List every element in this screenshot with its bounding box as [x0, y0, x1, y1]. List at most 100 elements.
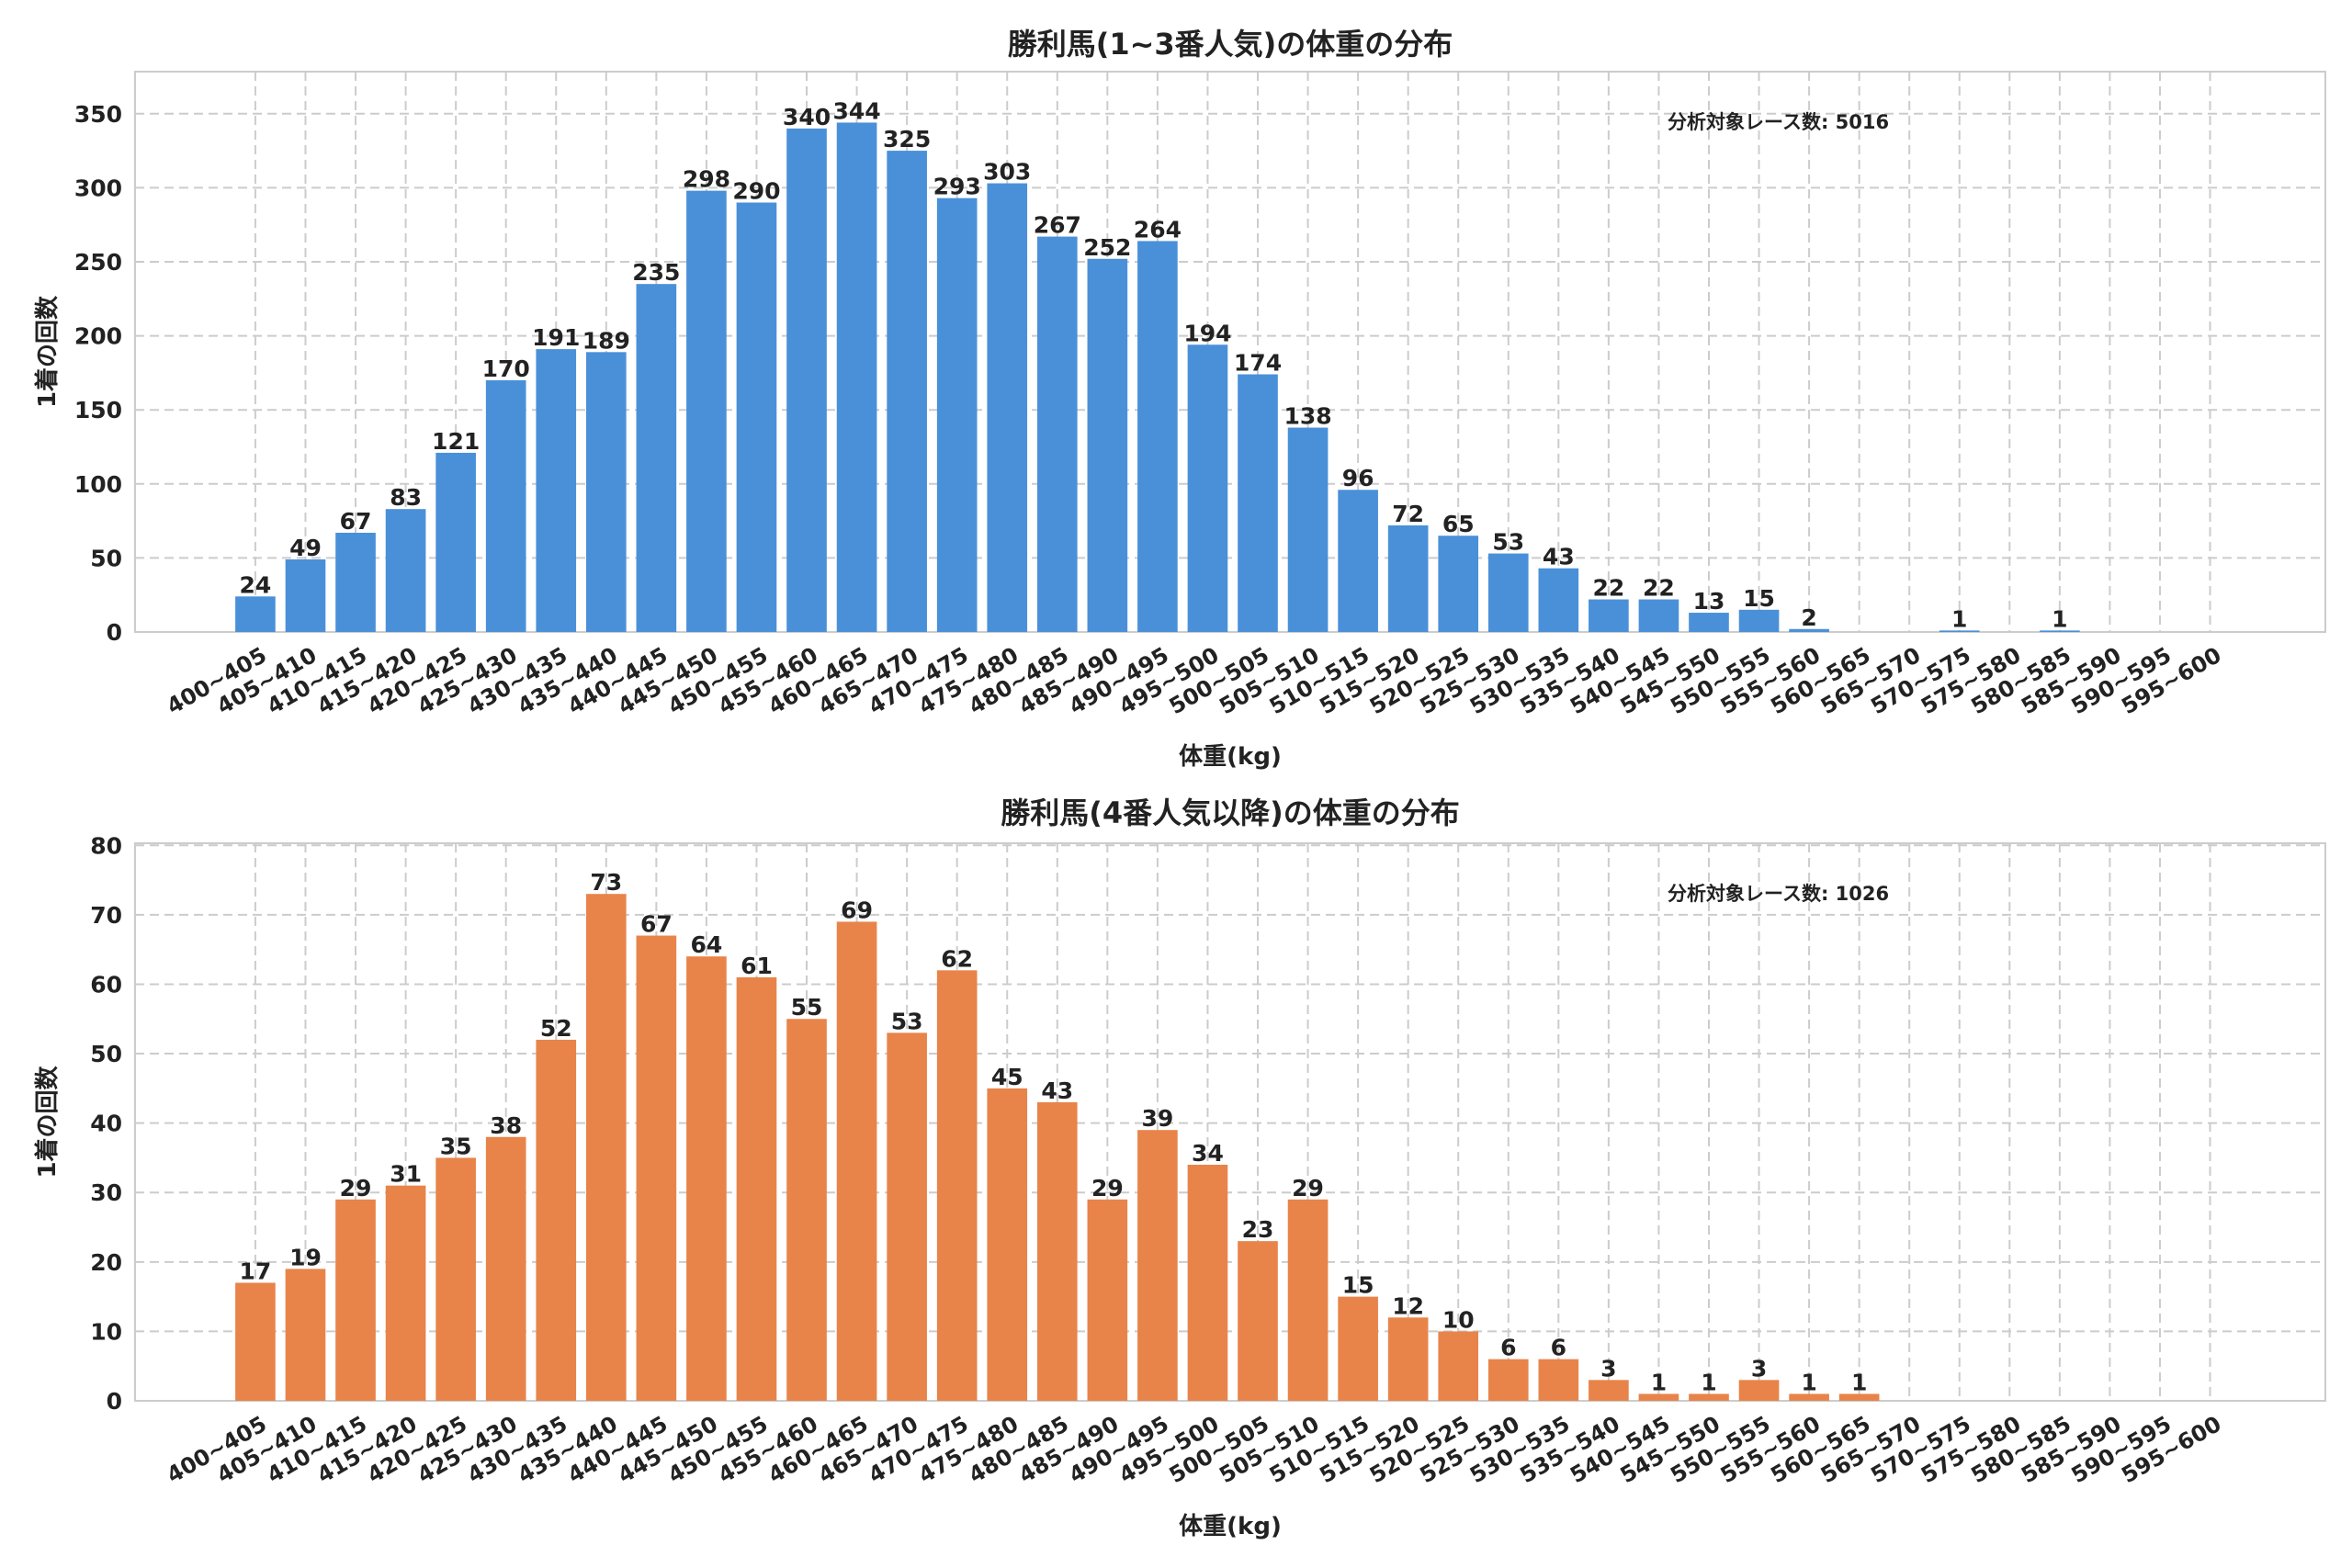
bar — [786, 1019, 827, 1401]
bar-value-label: 2 — [1801, 604, 1816, 631]
bar-value-label: 45 — [991, 1064, 1023, 1090]
bar — [235, 596, 276, 632]
y-tick-label: 150 — [74, 397, 122, 423]
bar-value-label: 67 — [340, 508, 372, 535]
bar — [335, 532, 376, 632]
y-tick-label: 300 — [74, 175, 122, 201]
bar — [1187, 1164, 1228, 1401]
y-tick-label: 200 — [74, 323, 122, 350]
bar-value-label: 138 — [1283, 403, 1331, 430]
bar — [636, 284, 677, 632]
bar — [2040, 630, 2080, 632]
bar — [836, 122, 877, 633]
bar-value-label: 53 — [891, 1008, 923, 1034]
bar — [1238, 374, 1278, 632]
bar-value-label: 10 — [1442, 1306, 1475, 1333]
bar — [1789, 628, 1829, 632]
bar-value-label: 53 — [1492, 529, 1524, 556]
bar — [1238, 1241, 1278, 1401]
bar — [1137, 241, 1178, 632]
bar-value-label: 35 — [440, 1133, 472, 1159]
bar-value-label: 340 — [783, 104, 831, 130]
bar — [536, 1039, 577, 1401]
bar — [987, 1088, 1028, 1401]
bar-value-label: 1 — [1701, 1369, 1716, 1395]
bar — [686, 190, 727, 632]
chart-title: 勝利馬(4番人気以降)の体重の分布 — [1001, 795, 1460, 830]
y-axis-label: 1着の回数 — [33, 295, 62, 408]
bar-value-label: 3 — [1600, 1355, 1616, 1382]
bar — [585, 352, 627, 632]
bar — [1087, 258, 1128, 632]
bar-value-label: 1 — [1801, 1369, 1816, 1395]
bar-value-label: 194 — [1183, 320, 1231, 346]
bar — [1487, 1359, 1529, 1401]
plot-frame — [134, 842, 2326, 1402]
bar — [1438, 536, 1479, 632]
bar-value-label: 96 — [1342, 465, 1374, 491]
x-axis-label: 体重(kg) — [1179, 1513, 1282, 1540]
y-tick-label: 350 — [74, 101, 122, 128]
bar-value-label: 344 — [832, 97, 880, 124]
bar-value-label: 43 — [1041, 1077, 1073, 1104]
bar-value-label: 1 — [1951, 605, 1967, 632]
bar-value-label: 121 — [432, 428, 480, 455]
bar-value-label: 264 — [1134, 216, 1182, 243]
bar-value-label: 252 — [1083, 234, 1131, 261]
bar-value-label: 22 — [1592, 575, 1624, 602]
bar — [435, 1157, 476, 1401]
analysis-count-annotation: 分析対象レース数: 5016 — [1668, 111, 1889, 133]
bar — [987, 183, 1028, 632]
bar — [585, 894, 627, 1401]
bar — [736, 976, 777, 1401]
bar-value-label: 3 — [1751, 1355, 1767, 1382]
y-tick-label: 10 — [90, 1318, 122, 1345]
bar-value-label: 12 — [1392, 1292, 1424, 1319]
bar-value-label: 67 — [640, 911, 673, 938]
bar — [1538, 568, 1579, 632]
bar-value-label: 6 — [1551, 1335, 1566, 1361]
bar — [1487, 553, 1529, 632]
bar-value-label: 6 — [1500, 1335, 1516, 1361]
bar — [936, 197, 978, 632]
bar-value-label: 29 — [340, 1175, 372, 1201]
bar-value-label: 24 — [240, 571, 272, 598]
bar — [1939, 630, 1980, 632]
bar-value-label: 49 — [289, 535, 322, 561]
bar-value-label: 29 — [1091, 1175, 1124, 1201]
bar — [1438, 1331, 1479, 1401]
chart-title: 勝利馬(1~3番人気)の体重の分布 — [1008, 27, 1453, 62]
bar-value-label: 19 — [289, 1244, 322, 1270]
bar — [435, 452, 476, 632]
bar — [1589, 599, 1629, 632]
bar — [285, 1269, 326, 1401]
bar-value-label: 1 — [1851, 1369, 1867, 1395]
bar-value-label: 31 — [390, 1161, 422, 1188]
bar — [1387, 525, 1429, 632]
bar — [1287, 1199, 1329, 1401]
y-tick-label: 80 — [90, 832, 122, 859]
bar — [936, 970, 978, 1401]
bar — [1589, 1380, 1629, 1401]
bar-value-label: 43 — [1543, 544, 1575, 570]
bar-value-label: 83 — [390, 484, 422, 511]
x-axis-label: 体重(kg) — [1179, 743, 1282, 771]
bar — [1036, 236, 1078, 632]
bar — [1738, 1380, 1780, 1401]
bar — [1638, 1393, 1679, 1401]
bar-value-label: 39 — [1141, 1105, 1173, 1132]
bar-value-label: 15 — [1743, 585, 1775, 612]
bar — [536, 349, 577, 632]
bar-value-label: 62 — [941, 945, 973, 972]
bar-value-label: 64 — [691, 931, 723, 958]
bar — [485, 1136, 526, 1401]
bar — [335, 1199, 376, 1401]
bar — [385, 509, 426, 632]
bar-value-label: 303 — [983, 159, 1031, 186]
bar-value-label: 38 — [490, 1112, 522, 1139]
bar-value-label: 65 — [1442, 511, 1475, 537]
y-tick-label: 250 — [74, 249, 122, 276]
bar-value-label: 298 — [683, 166, 730, 193]
y-tick-label: 20 — [90, 1249, 122, 1276]
bar — [1187, 344, 1228, 632]
